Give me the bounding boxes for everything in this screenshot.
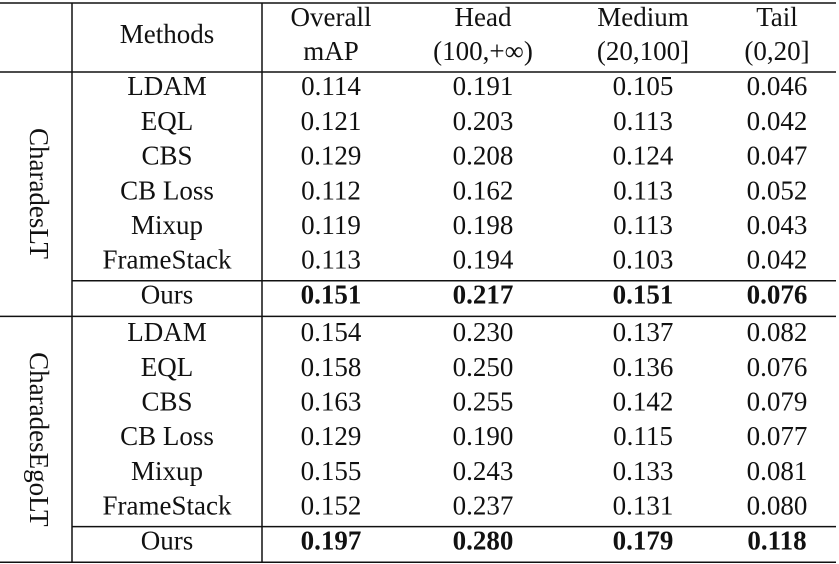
value-cell: 0.042 <box>747 106 808 136</box>
group-label: CharadesLT <box>24 128 54 259</box>
value-cell: 0.208 <box>453 141 514 171</box>
value-cell: 0.255 <box>453 387 514 417</box>
value-cell: 0.280 <box>453 525 514 555</box>
value-cell: 0.113 <box>613 210 673 240</box>
value-cell: 0.113 <box>613 175 673 205</box>
value-cell: 0.197 <box>301 525 362 555</box>
value-cell: 0.154 <box>301 317 362 347</box>
value-cell: 0.105 <box>613 71 674 101</box>
value-cell: 0.129 <box>301 421 362 451</box>
value-cell: 0.112 <box>301 175 361 205</box>
value-cell: 0.158 <box>301 352 362 382</box>
value-cell: 0.046 <box>747 71 808 101</box>
method-cell: FrameStack <box>103 491 232 521</box>
value-cell: 0.118 <box>747 525 806 555</box>
method-cell: Mixup <box>131 210 203 240</box>
value-cell: 0.052 <box>747 175 808 205</box>
column-header: Overall <box>291 2 372 32</box>
column-header: Methods <box>120 19 215 49</box>
method-cell: Ours <box>141 279 194 309</box>
column-header: (20,100] <box>597 36 689 66</box>
method-cell: Mixup <box>131 456 203 486</box>
value-cell: 0.151 <box>613 279 674 309</box>
value-cell: 0.131 <box>613 491 674 521</box>
value-cell: 0.079 <box>747 387 808 417</box>
value-cell: 0.103 <box>613 245 674 275</box>
value-cell: 0.250 <box>453 352 514 382</box>
value-cell: 0.129 <box>301 141 362 171</box>
group-label: CharadesEgoLT <box>24 352 54 527</box>
value-cell: 0.162 <box>453 175 514 205</box>
method-cell: CB Loss <box>120 175 214 205</box>
column-header: (100,+∞) <box>433 36 533 66</box>
value-cell: 0.081 <box>747 456 808 486</box>
column-header: (0,20] <box>744 36 809 66</box>
value-cell: 0.243 <box>453 456 514 486</box>
value-cell: 0.191 <box>453 71 514 101</box>
value-cell: 0.217 <box>453 279 514 309</box>
value-cell: 0.082 <box>747 317 808 347</box>
value-cell: 0.155 <box>301 456 362 486</box>
column-header: Medium <box>597 2 689 32</box>
value-cell: 0.151 <box>301 279 362 309</box>
value-cell: 0.230 <box>453 317 514 347</box>
method-cell: EQL <box>141 352 193 382</box>
method-cell: Ours <box>141 525 194 555</box>
value-cell: 0.121 <box>301 106 362 136</box>
value-cell: 0.198 <box>453 210 514 240</box>
column-header: Tail <box>756 2 798 32</box>
value-cell: 0.179 <box>613 525 674 555</box>
value-cell: 0.142 <box>613 387 674 417</box>
value-cell: 0.114 <box>301 71 361 101</box>
column-header: mAP <box>303 36 359 66</box>
method-cell: FrameStack <box>103 245 232 275</box>
method-cell: CBS <box>141 387 192 417</box>
value-cell: 0.113 <box>301 245 361 275</box>
method-cell: LDAM <box>127 71 207 101</box>
value-cell: 0.163 <box>301 387 362 417</box>
method-cell: LDAM <box>127 317 207 347</box>
value-cell: 0.113 <box>613 106 673 136</box>
value-cell: 0.237 <box>453 491 514 521</box>
value-cell: 0.077 <box>747 421 808 451</box>
value-cell: 0.042 <box>747 245 808 275</box>
value-cell: 0.152 <box>301 491 362 521</box>
value-cell: 0.137 <box>613 317 674 347</box>
method-cell: CBS <box>141 141 192 171</box>
value-cell: 0.119 <box>301 210 361 240</box>
value-cell: 0.124 <box>613 141 674 171</box>
value-cell: 0.203 <box>453 106 514 136</box>
value-cell: 0.190 <box>453 421 514 451</box>
value-cell: 0.076 <box>747 352 808 382</box>
value-cell: 0.076 <box>747 279 808 309</box>
value-cell: 0.115 <box>613 421 673 451</box>
value-cell: 0.136 <box>613 352 674 382</box>
value-cell: 0.043 <box>747 210 808 240</box>
value-cell: 0.133 <box>613 456 674 486</box>
method-cell: CB Loss <box>120 421 214 451</box>
value-cell: 0.194 <box>453 245 514 275</box>
value-cell: 0.047 <box>747 141 808 171</box>
column-header: Head <box>455 2 512 32</box>
value-cell: 0.080 <box>747 491 808 521</box>
method-cell: EQL <box>141 106 193 136</box>
